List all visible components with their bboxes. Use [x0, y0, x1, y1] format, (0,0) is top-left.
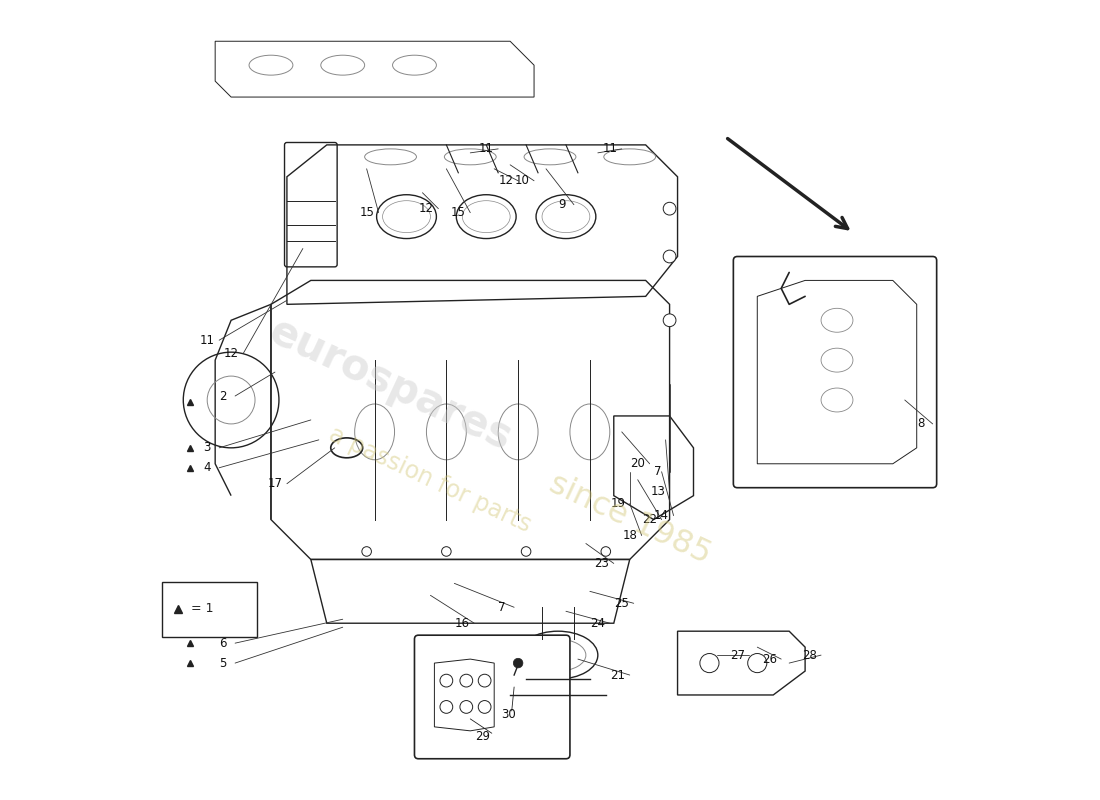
Text: 6: 6: [219, 637, 227, 650]
Text: 5: 5: [220, 657, 227, 670]
Text: 15: 15: [451, 206, 465, 219]
Text: 9: 9: [558, 198, 565, 211]
Circle shape: [362, 546, 372, 556]
Text: eurospares: eurospares: [263, 310, 518, 458]
Text: 12: 12: [419, 202, 433, 215]
Text: 13: 13: [650, 485, 666, 498]
Text: 19: 19: [610, 497, 625, 510]
Text: = 1: = 1: [191, 602, 213, 615]
Text: 26: 26: [761, 653, 777, 666]
Circle shape: [601, 546, 610, 556]
FancyBboxPatch shape: [415, 635, 570, 758]
Text: 8: 8: [917, 418, 924, 430]
Circle shape: [521, 546, 531, 556]
Text: 18: 18: [623, 529, 637, 542]
Text: 28: 28: [802, 649, 816, 662]
Text: 21: 21: [610, 669, 625, 682]
Circle shape: [514, 658, 522, 668]
Text: 27: 27: [729, 649, 745, 662]
Text: 14: 14: [654, 509, 669, 522]
Text: 12: 12: [223, 347, 239, 360]
Text: 3: 3: [204, 442, 211, 454]
Text: 7: 7: [498, 601, 506, 614]
Text: 12: 12: [498, 174, 514, 187]
Text: 7: 7: [653, 466, 661, 478]
Text: 29: 29: [475, 730, 490, 743]
Circle shape: [663, 250, 676, 263]
Text: 23: 23: [594, 557, 609, 570]
Text: 25: 25: [614, 597, 629, 610]
Text: 16: 16: [454, 617, 470, 630]
Circle shape: [663, 202, 676, 215]
Text: 20: 20: [630, 458, 645, 470]
Text: a passion for parts: a passion for parts: [326, 422, 536, 537]
Text: since 1985: since 1985: [543, 469, 716, 570]
Text: 2: 2: [219, 390, 227, 402]
Text: 24: 24: [591, 617, 605, 630]
Text: 10: 10: [515, 174, 529, 187]
Text: 22: 22: [642, 513, 657, 526]
Text: 11: 11: [478, 142, 494, 155]
Text: 15: 15: [360, 206, 374, 219]
Text: 30: 30: [502, 709, 516, 722]
Circle shape: [441, 546, 451, 556]
FancyBboxPatch shape: [734, 257, 937, 488]
Circle shape: [663, 314, 676, 326]
Text: 4: 4: [204, 462, 211, 474]
Text: 11: 11: [603, 142, 617, 155]
Text: 11: 11: [200, 334, 214, 346]
Text: 17: 17: [267, 478, 283, 490]
